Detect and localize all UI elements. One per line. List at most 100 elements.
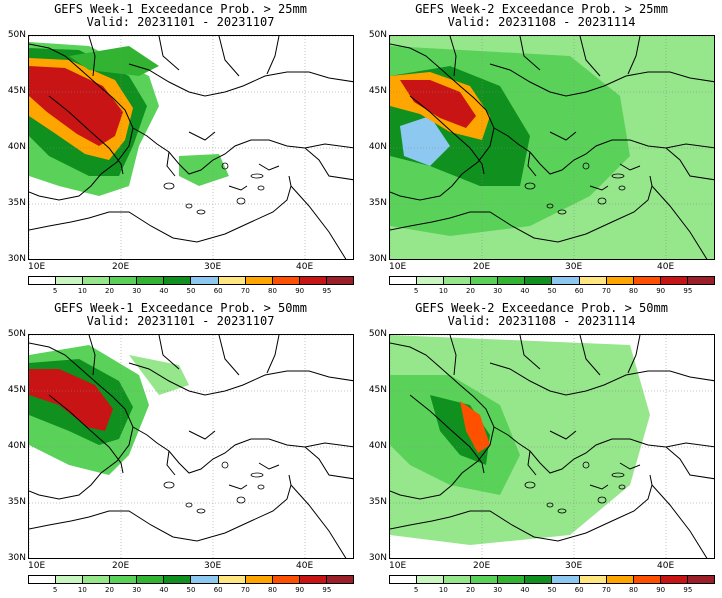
coastline [589,163,641,191]
panel-title: GEFS Week-2 Exceedance Prob. > 25mm [415,2,668,16]
island [185,203,193,209]
colorbar-tick-label: 70 [601,287,611,295]
colorbar-swatch [218,277,246,284]
colorbar-swatch [83,277,111,284]
map-canvas [29,335,353,558]
panel-valid-dates: Valid: 20231101 - 20231107 [86,15,275,29]
coastline [449,36,641,77]
colorbar-swatch [660,277,688,284]
island [524,481,536,489]
coastline [48,95,124,175]
latitude-label: 40N [7,142,26,152]
latitude-label: 35N [368,198,387,208]
colorbar-swatch [326,576,353,583]
colorbar-swatch [164,576,192,583]
latitude-label: 35N [7,198,26,208]
colorbar-tick-label: 50 [547,586,557,594]
longitude-label: 20E [112,262,130,272]
latitude-label: 50N [368,329,387,339]
colorbar-tick-label: 70 [240,287,250,295]
colorbar-swatch [137,576,165,583]
panel-title: GEFS Week-1 Exceedance Prob. > 25mm [54,2,307,16]
probability-contour [400,116,450,166]
latitude-label: 50N [7,30,26,40]
colorbar-swatch [633,576,661,583]
colorbar-tick-label: 50 [547,287,557,295]
latitude-label: 45N [7,86,26,96]
island [582,162,590,170]
colorbar-swatch [299,277,327,284]
island [611,472,625,478]
map-canvas [390,36,714,259]
colorbar-swatch [660,576,688,583]
probability-contour [460,401,490,453]
coastline [132,127,353,175]
island [250,472,264,478]
longitude-label: 40E [657,561,675,571]
longitude-label: 10E [28,262,46,272]
colorbar-swatch [606,277,634,284]
colorbar-swatch [164,277,192,284]
coastline [449,335,641,376]
longitude-label: 40E [657,262,675,272]
colorbar-tick-label: 30 [132,586,142,594]
longitude-label: 30E [565,262,583,272]
coastline [489,63,714,97]
coastline [390,474,653,542]
latitude-label: 35N [7,497,26,507]
colorbar-swatch [56,576,84,583]
colorbar-swatch [633,277,661,284]
longitude-label: 20E [473,262,491,272]
colorbar-swatch [191,277,219,284]
colorbar-swatch [579,277,607,284]
colorbar-tick-label: 40 [520,586,530,594]
panel-title: GEFS Week-2 Exceedance Prob. > 50mm [415,301,668,315]
colorbar-swatch [525,576,553,583]
colorbar-swatch [417,576,445,583]
colorbar-tick-label: 95 [322,586,332,594]
island [257,185,265,191]
latitude-label: 40N [368,142,387,152]
island [236,496,246,504]
colorbar-swatch [29,576,57,583]
longitude-label: 30E [204,561,222,571]
coastline [88,36,280,77]
island [221,162,229,170]
colorbar-tick-label: 10 [438,287,448,295]
island [196,209,206,215]
island [557,209,567,215]
coastline [651,185,708,259]
colorbar-swatch [110,277,138,284]
island [236,197,246,205]
colorbar-swatch [444,576,472,583]
colorbar-swatch [687,576,714,583]
colorbar-swatch [552,277,580,284]
coastline [489,362,714,396]
colorbar-tick-label: 40 [159,287,169,295]
island [611,173,625,179]
longitude-label: 40E [296,561,314,571]
colorbar [389,276,715,285]
colorbar-tick-label: 90 [295,586,305,594]
probability-map [28,35,354,260]
island [250,173,264,179]
island [196,508,206,514]
colorbar-tick-label: 30 [132,287,142,295]
latitude-label: 50N [368,30,387,40]
coastline [493,426,714,474]
latitude-label: 30N [7,254,26,264]
coastline [290,185,347,259]
colorbar-tick-label: 90 [656,287,666,295]
coastline [29,43,134,201]
colorbar-tick-label: 90 [295,287,305,295]
colorbar-tick-label: 60 [574,586,584,594]
probability-contour [29,369,113,431]
colorbar-tick-label: 20 [105,586,114,594]
latitude-label: 40N [7,441,26,451]
coastline [29,175,292,243]
colorbar-tick-label: 5 [413,287,419,295]
probability-contour [179,154,229,186]
colorbar-tick-label: 60 [213,287,223,295]
colorbar-tick-label: 80 [268,287,277,295]
colorbar-swatch [218,576,246,583]
